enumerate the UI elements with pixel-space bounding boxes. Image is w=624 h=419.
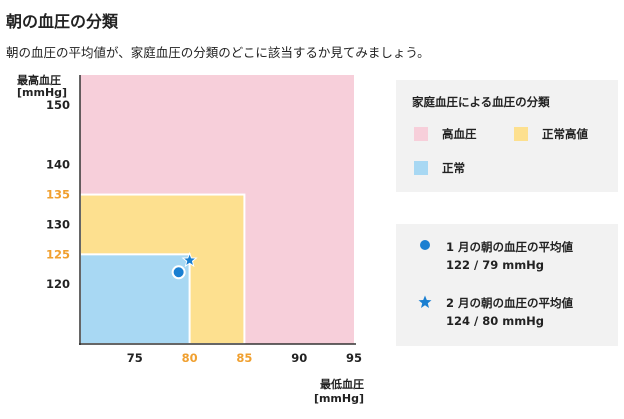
x-tick-label: 90 [291,351,307,365]
point-legend-label: 1 月の朝の血圧の平均値 [446,240,574,254]
y-tick-label: 140 [46,158,70,172]
x-axis-label: 最低血圧 [320,377,364,391]
y-tick-label: 130 [46,217,70,231]
legend-label: 正常高値 [542,127,588,141]
y-axis-label: [mmHg] [17,86,67,99]
point-legend-label: 2 月の朝の血圧の平均値 [446,296,574,310]
legend-label: 高血圧 [442,127,477,141]
point-legend-value: 124 / 80 mmHg [446,314,545,328]
x-tick-label: 75 [127,351,143,365]
y-tick-label: 135 [46,188,70,202]
legend-swatch-normal [414,161,428,175]
legend-title: 家庭血圧による血圧の分類 [412,95,550,109]
region-2 [79,253,191,345]
point-legend-february: 2 月の朝の血圧の平均値 124 / 80 mmHg [416,294,573,330]
y-tick-label: 125 [46,247,70,261]
points-legend: 1 月の朝の血圧の平均値 122 / 79 mmHg 2 月の朝の血圧の平均値 … [396,224,618,346]
legend-item-normal: 正常 [414,160,465,176]
legend-item-high-normal: 正常高値 [514,126,588,142]
legend-item-hypertension: 高血圧 [414,126,477,142]
x-tick-label: 85 [236,351,252,365]
x-tick-label: 95 [346,351,362,365]
point-legend-january: 1 月の朝の血圧の平均値 122 / 79 mmHg [416,238,573,274]
data-point-star [181,251,198,268]
page-title: 朝の血圧の分類 [6,12,119,31]
legend-label: 正常 [442,161,465,175]
legend-swatch-hypertension [414,127,428,141]
y-tick-label: 120 [46,277,70,291]
legend-swatch-high-normal [514,127,528,141]
x-axis-label: [mmHg] [314,392,364,405]
star-icon [416,295,434,309]
point-legend-value: 122 / 79 mmHg [446,258,545,272]
circle-icon [416,239,434,251]
y-tick-label: 150 [46,98,70,112]
y-axis-label: 最高血圧 [17,73,61,87]
page-subtitle: 朝の血圧の平均値が、家庭血圧の分類のどこに該当するか見てみましょう。 [6,45,430,60]
x-tick-label: 80 [182,351,198,365]
data-point-circle [171,265,186,280]
classification-legend: 家庭血圧による血圧の分類 高血圧 正常高値 正常 [396,80,618,192]
